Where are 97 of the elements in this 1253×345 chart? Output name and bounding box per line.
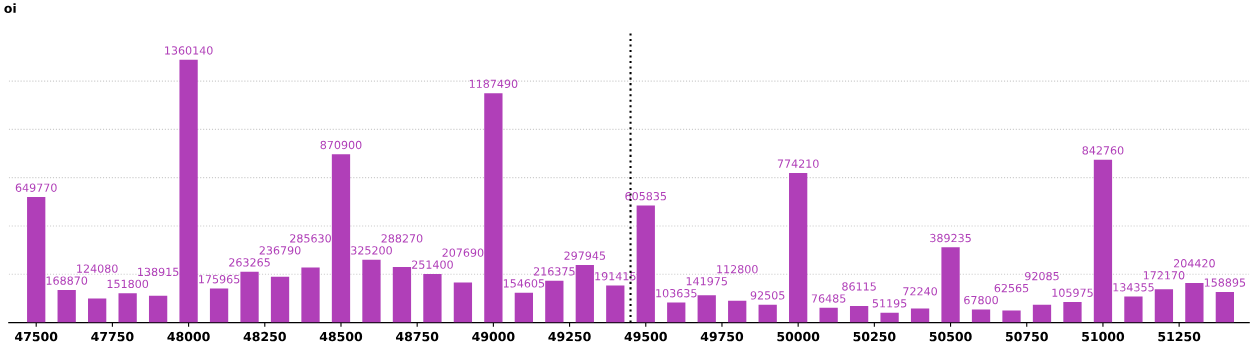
bar	[240, 271, 259, 323]
data-label: 112800	[717, 265, 758, 274]
bar	[1185, 283, 1204, 323]
bar	[941, 247, 960, 323]
data-label: 158895	[1204, 278, 1246, 287]
bar	[179, 59, 198, 323]
bar	[209, 288, 229, 323]
bar	[758, 304, 777, 323]
bar	[453, 282, 473, 323]
bar	[1093, 159, 1113, 323]
data-label: 168870	[46, 276, 88, 285]
bar	[27, 197, 46, 323]
data-label: 154605	[503, 279, 545, 288]
x-tick-label: 51000	[1082, 331, 1125, 342]
data-label: 842760	[1082, 146, 1124, 155]
bar	[1154, 289, 1174, 323]
bar	[880, 312, 899, 323]
data-label: 67800	[964, 295, 998, 305]
data-label: 134355	[1113, 283, 1154, 292]
data-label: 103635	[656, 289, 697, 298]
bar	[301, 267, 320, 323]
bar	[819, 307, 838, 323]
bar	[545, 280, 564, 323]
data-label: 76485	[811, 294, 846, 303]
bar	[728, 300, 747, 323]
data-label: 236790	[259, 246, 301, 255]
y-axis-title: oi	[4, 3, 16, 13]
x-tick-label: 51250	[1158, 331, 1201, 342]
bar	[789, 173, 808, 323]
data-label: 92085	[1025, 271, 1059, 281]
data-label: 297945	[564, 251, 606, 260]
x-tick-label: 49000	[472, 331, 515, 342]
x-tick-label: 49750	[700, 331, 744, 342]
data-label: 1187490	[469, 79, 518, 88]
bar	[1124, 296, 1143, 323]
bar	[697, 295, 716, 323]
x-tick-label: 50000	[777, 331, 820, 342]
data-label: 251400	[412, 260, 453, 269]
x-tick-label: 48750	[396, 331, 439, 342]
data-label: 138915	[138, 267, 179, 277]
bar	[667, 302, 686, 323]
data-label: 191415	[595, 272, 636, 281]
data-label: 288270	[381, 234, 423, 243]
data-label: 207690	[442, 248, 484, 257]
x-tick-label: 50500	[929, 331, 972, 342]
bar	[971, 309, 991, 323]
bar	[148, 295, 168, 323]
data-label: 605835	[625, 191, 667, 201]
bar	[331, 154, 351, 323]
data-label: 92505	[750, 291, 785, 300]
data-label: 141975	[686, 277, 727, 286]
data-label: 389235	[930, 233, 971, 243]
bar	[1215, 291, 1234, 323]
bar	[606, 285, 625, 323]
data-label: 870900	[320, 140, 362, 150]
data-label: 325200	[351, 246, 392, 255]
bar	[392, 266, 412, 323]
x-tick-label: 49500	[624, 331, 667, 342]
bar	[88, 298, 107, 323]
data-label: 51195	[872, 299, 907, 308]
bar	[57, 289, 76, 323]
x-tick-label: 48000	[167, 331, 210, 342]
bar	[1002, 310, 1021, 323]
data-label: 263265	[229, 258, 270, 267]
bar	[636, 205, 655, 323]
x-tick-label: 49250	[548, 331, 591, 342]
x-tick-label: 48250	[243, 331, 286, 342]
bar	[1063, 302, 1082, 323]
bar	[514, 292, 533, 323]
bar	[1032, 304, 1052, 323]
data-label: 72240	[903, 287, 938, 296]
data-label: 1360140	[165, 46, 213, 55]
x-tick-label: 50750	[1005, 331, 1048, 342]
bar	[423, 274, 442, 323]
bar	[118, 293, 137, 323]
bar	[910, 308, 930, 323]
x-tick-label: 47500	[15, 331, 58, 342]
x-tick-label: 48500	[319, 331, 363, 342]
bar	[849, 305, 869, 323]
data-label: 86115	[842, 282, 876, 291]
bar	[484, 93, 503, 323]
bar	[362, 259, 381, 323]
data-label: 124080	[77, 264, 118, 273]
data-label: 216375	[533, 267, 575, 276]
data-label: 285630	[290, 234, 331, 243]
bar	[575, 265, 594, 323]
bar	[270, 276, 290, 323]
data-label: 175965	[199, 275, 240, 284]
data-label: 62565	[994, 283, 1029, 293]
data-label: 204420	[1173, 259, 1215, 268]
data-label: 105975	[1052, 288, 1093, 297]
x-tick-label: 47750	[91, 331, 134, 342]
data-label: 172170	[1143, 271, 1185, 280]
data-label: 151800	[107, 279, 149, 289]
data-label: 649770	[15, 183, 57, 192]
x-tick-label: 50250	[853, 331, 896, 342]
data-label: 774210	[777, 159, 819, 168]
